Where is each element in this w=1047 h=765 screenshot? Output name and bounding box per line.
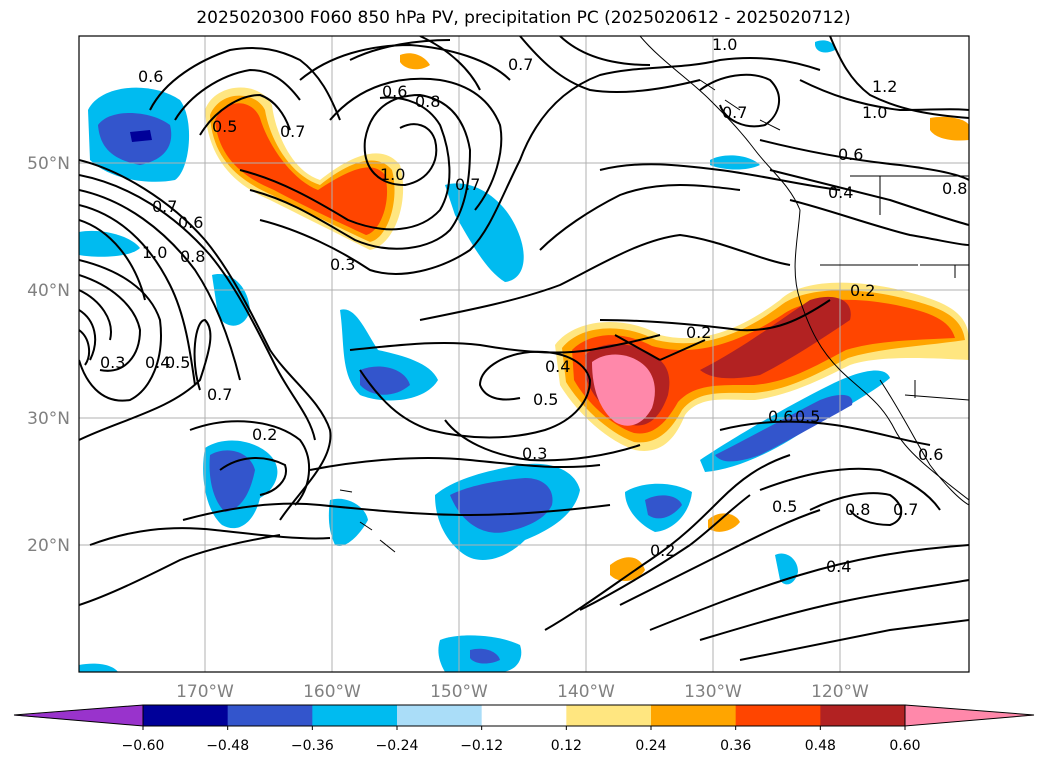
colorbar-tick-label: −0.12 [460, 738, 503, 754]
colorbar-tick-label: −0.60 [122, 738, 165, 754]
contour-label: 0.6 [838, 145, 863, 164]
contour-label: 0.2 [650, 541, 675, 560]
longitude-labels: 170°W 160°W 150°W 140°W 130°W 120°W [176, 682, 869, 702]
contour-label: 1.0 [380, 165, 405, 184]
latitude-labels: 50°N 40°N 30°N 20°N [27, 154, 70, 556]
lon-label-130w: 130°W [684, 682, 742, 702]
contour-label: 0.7 [722, 103, 747, 122]
contour-label: 0.3 [100, 353, 125, 372]
colorbar-segment [397, 705, 482, 726]
contour-label: 0.7 [508, 55, 533, 74]
contour-label: 0.5 [795, 407, 820, 426]
contour-label: 0.8 [180, 247, 205, 266]
contour-label: 0.6 [382, 82, 407, 101]
colorbar-extend-high [905, 705, 1034, 726]
contour-label: 0.7 [152, 197, 177, 216]
colorbar-segment [143, 705, 228, 726]
lon-label-150w: 150°W [430, 682, 488, 702]
contour-label: 0.7 [455, 175, 480, 194]
contour-label: 0.8 [942, 179, 967, 198]
contour-label: 0.4 [545, 357, 570, 376]
contour-label: 0.8 [415, 92, 440, 111]
lat-label-50n: 50°N [27, 154, 70, 174]
colorbar-segment [312, 705, 397, 726]
contour-label: 0.6 [138, 67, 163, 86]
contour-label: 0.5 [533, 390, 558, 409]
contour-label: 1.0 [712, 35, 737, 54]
colorbar-tick-label: 0.48 [805, 738, 836, 754]
negative-anomaly-area [130, 130, 152, 142]
contour-label: 0.3 [522, 444, 547, 463]
contour-label: 0.4 [826, 557, 851, 576]
colorbar-tick-label: 0.24 [635, 738, 666, 754]
contour-label: 0.2 [252, 425, 277, 444]
contour-label: 1.0 [142, 243, 167, 262]
colorbar-tick-label: −0.36 [291, 738, 334, 754]
colorbar-segment [736, 705, 821, 726]
contour-label: 0.7 [280, 122, 305, 141]
colorbar-ticks: −0.60 −0.48 −0.36 −0.24 −0.12 0.12 0.24 0.36 0.4… [122, 726, 921, 754]
lat-label-30n: 30°N [27, 409, 70, 429]
colorbar-segments [14, 705, 1034, 726]
colorbar-segment [228, 705, 313, 726]
contour-label: 0.7 [893, 500, 918, 519]
contour-label: 0.7 [207, 385, 232, 404]
contour-label: 0.3 [330, 255, 355, 274]
lat-label-20n: 20°N [27, 536, 70, 556]
contour-label: 1.2 [872, 77, 897, 96]
colorbar: −0.60 −0.48 −0.36 −0.24 −0.12 0.12 0.24 0.36 0.4… [14, 705, 1034, 754]
contour-label: 0.6 [918, 445, 943, 464]
colorbar-segment [820, 705, 905, 726]
lon-label-170w: 170°W [176, 682, 234, 702]
contour-label: 0.5 [165, 353, 190, 372]
contour-label: 0.8 [845, 500, 870, 519]
contour-label: 0.4 [828, 183, 853, 202]
colorbar-tick-label: 0.36 [720, 738, 751, 754]
colorbar-tick-label: 0.60 [889, 738, 920, 754]
lon-label-140w: 140°W [557, 682, 615, 702]
contour-label: 0.6 [178, 213, 203, 232]
colorbar-extend-low [14, 705, 143, 726]
colorbar-segment [651, 705, 736, 726]
colorbar-segment [566, 705, 651, 726]
contour-label: 0.2 [850, 281, 875, 300]
colorbar-tick-label: 0.12 [551, 738, 582, 754]
contour-label: 0.2 [686, 323, 711, 342]
lon-label-120w: 120°W [811, 682, 869, 702]
colorbar-tick-label: −0.24 [376, 738, 419, 754]
contour-label: 0.6 [768, 407, 793, 426]
lon-label-160w: 160°W [303, 682, 361, 702]
contour-label: 0.5 [772, 497, 797, 516]
contour-label: 0.5 [212, 117, 237, 136]
colorbar-tick-label: −0.48 [206, 738, 249, 754]
colorbar-segment [482, 705, 567, 726]
lat-label-40n: 40°N [27, 281, 70, 301]
contour-label: 1.0 [862, 103, 887, 122]
